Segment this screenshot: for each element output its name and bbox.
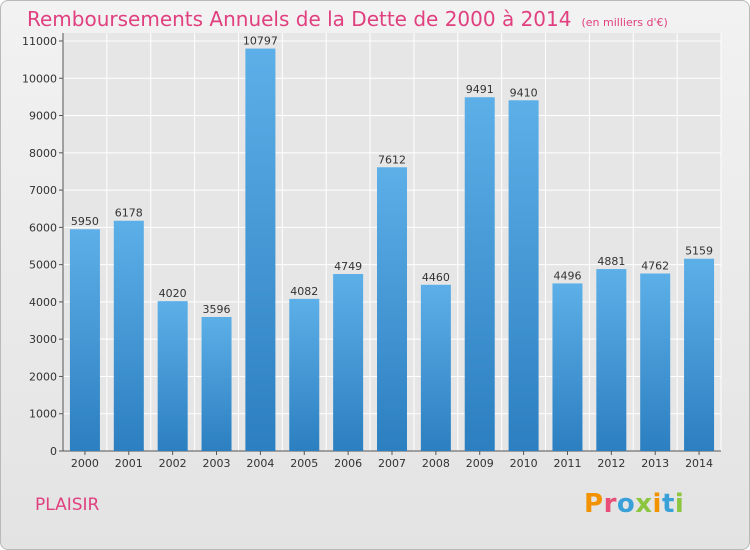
bar (420, 284, 451, 451)
bar-value-label: 5159 (685, 245, 713, 258)
x-tick-label: 2011 (553, 457, 581, 470)
bar-value-label: 4020 (159, 287, 187, 300)
bar (289, 298, 320, 451)
logo-letter: x (635, 489, 653, 519)
y-tick-label: 4000 (29, 296, 57, 309)
x-tick-label: 2009 (466, 457, 494, 470)
chart-title: Remboursements Annuels de la Dette de 20… (27, 7, 572, 31)
y-tick-label: 1000 (29, 408, 57, 421)
title-line: Remboursements Annuels de la Dette de 20… (27, 7, 668, 31)
bar (640, 273, 671, 451)
y-tick-label: 3000 (29, 333, 57, 346)
bar-value-label: 7612 (378, 153, 406, 166)
logo-letter: r (603, 489, 617, 519)
bar (684, 258, 715, 451)
logo-letter: i (652, 489, 662, 519)
bar-value-label: 4460 (422, 271, 450, 284)
bar-value-label: 4881 (597, 255, 625, 268)
bar-value-label: 5950 (71, 215, 99, 228)
y-tick-label: 10000 (22, 72, 57, 85)
bar (508, 100, 539, 451)
bar-value-label: 4762 (641, 260, 669, 273)
bar-value-label: 4749 (334, 260, 362, 273)
bar-value-label: 4082 (290, 285, 318, 298)
bar (552, 283, 583, 451)
logo-letter: o (616, 489, 636, 519)
x-tick-label: 2000 (71, 457, 99, 470)
logo-letter: t (661, 489, 675, 519)
x-tick-label: 2002 (159, 457, 187, 470)
x-tick-label: 2003 (203, 457, 231, 470)
bar-value-label: 9410 (510, 86, 538, 99)
bar (596, 269, 627, 451)
commune-name: PLAISIR (35, 495, 100, 515)
x-tick-label: 2005 (290, 457, 318, 470)
x-tick-label: 2012 (597, 457, 625, 470)
proxiti-logo: Proxiti (584, 489, 684, 519)
x-tick-label: 2001 (115, 457, 143, 470)
bar-value-label: 3596 (203, 303, 231, 316)
y-tick-label: 5000 (29, 259, 57, 272)
y-tick-label: 8000 (29, 147, 57, 160)
bar (464, 97, 495, 452)
x-tick-label: 2004 (246, 457, 274, 470)
y-tick-label: 6000 (29, 221, 57, 234)
x-tick-label: 2007 (378, 457, 406, 470)
bar (113, 220, 144, 451)
bar (333, 273, 364, 451)
bar-value-label: 4496 (553, 269, 581, 282)
bar (377, 167, 407, 451)
y-tick-label: 9000 (29, 110, 57, 123)
y-tick-label: 7000 (29, 184, 57, 197)
logo-letter: i (674, 489, 685, 519)
bar (201, 316, 232, 451)
x-tick-label: 2008 (422, 457, 450, 470)
x-tick-label: 2010 (510, 457, 538, 470)
bar (245, 48, 276, 451)
bar (157, 301, 188, 451)
x-tick-label: 2006 (334, 457, 362, 470)
bar-value-label: 9491 (466, 83, 494, 96)
logo-letter: P (584, 489, 604, 519)
y-tick-label: 2000 (29, 370, 57, 383)
bar-value-label: 6178 (115, 207, 143, 220)
chart-subtitle: (en milliers d'€) (581, 16, 668, 29)
y-tick-label: 0 (50, 445, 57, 458)
x-tick-label: 2014 (685, 457, 713, 470)
y-tick-label: 11000 (22, 35, 57, 48)
x-tick-label: 2013 (641, 457, 669, 470)
bar-value-label: 10797 (243, 35, 278, 48)
bar (69, 229, 100, 451)
